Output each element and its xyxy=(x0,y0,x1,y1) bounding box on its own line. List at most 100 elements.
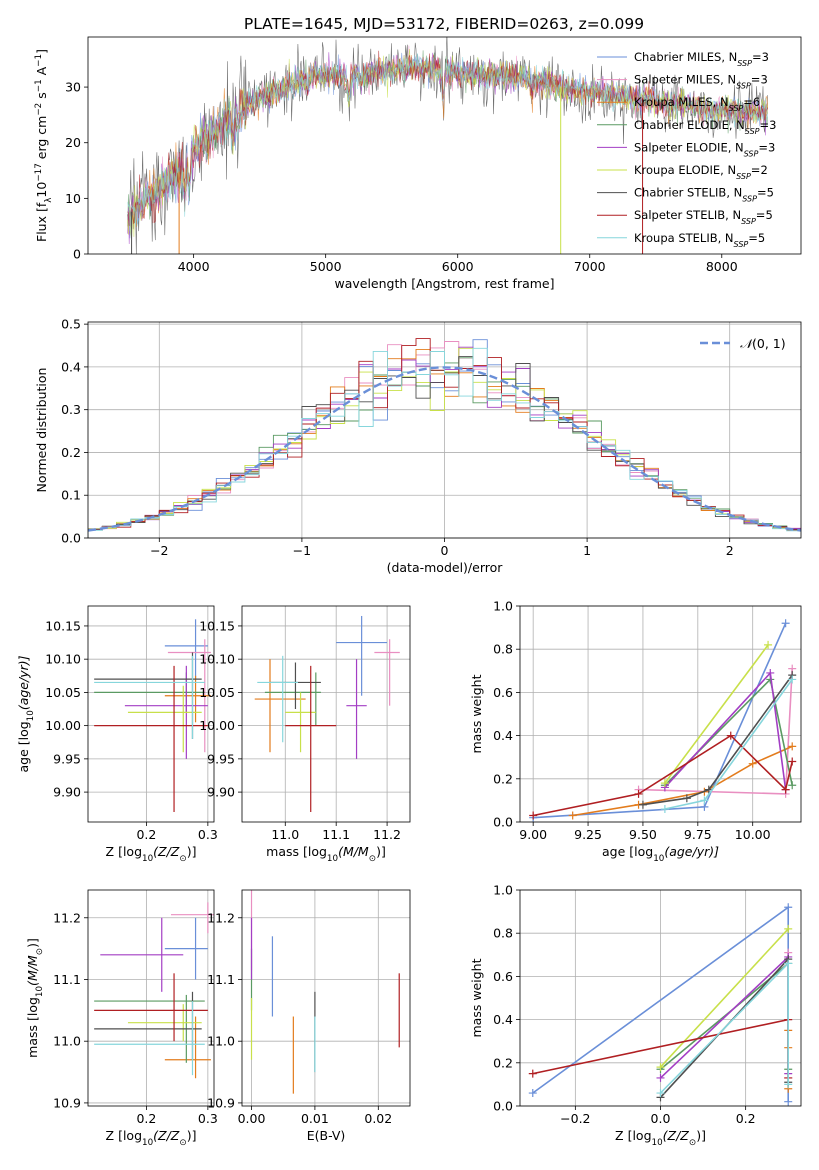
y-tick-label: 11.0 xyxy=(207,1034,235,1049)
y-axis-label: Normed distribution xyxy=(34,368,49,493)
y-tick-label: 10.05 xyxy=(199,685,235,700)
x-tick-label: 5000 xyxy=(310,259,342,274)
weight-point-marker xyxy=(528,1089,537,1098)
weight-point-marker xyxy=(682,794,691,803)
y-axis-label: Flux [fλ10−17 erg cm−2 s−1 A−1] xyxy=(34,49,54,242)
plot-area-spectrum xyxy=(127,37,768,254)
panel-age_vs_mass: 11.0 11.1 11.2 9.90 9.95 10.00 10.05 10.10 10.15… xyxy=(199,605,411,864)
plot-area-age_vs_mass xyxy=(254,615,400,813)
weight-point-marker xyxy=(638,800,647,809)
weight-point-marker xyxy=(634,789,643,798)
axes-frame xyxy=(87,605,215,823)
panel-residuals: −2 −1 0 1 2 0.0 0.1 0.2 0.3 0.4 0.5 (data-model)/er… xyxy=(34,317,802,575)
y-tick-label: 0.6 xyxy=(493,969,513,984)
x-axis-label: (data-model)/error xyxy=(387,560,504,575)
x-tick-label: 1 xyxy=(583,543,591,558)
legend-entry: Salpeter STELIB, NSSP=5 xyxy=(634,208,773,226)
weight-point-marker xyxy=(784,1097,793,1106)
x-tick-label: 0.02 xyxy=(364,1111,392,1126)
histogram-step-series xyxy=(88,347,801,538)
x-axis-label: E(B-V) xyxy=(307,1128,346,1143)
y-tick-label: 10.9 xyxy=(53,1095,81,1110)
y-axis-label: mass weight xyxy=(469,958,484,1037)
weight-point-marker xyxy=(748,759,757,768)
y-tick-label: 10.9 xyxy=(207,1095,235,1110)
y-tick-label: 9.95 xyxy=(53,751,81,766)
y-tick-label: 0.0 xyxy=(61,531,81,546)
weight-line-series xyxy=(659,928,789,1068)
y-tick-label: 30 xyxy=(65,80,81,95)
y-tick-label: 10.10 xyxy=(199,652,235,667)
legend-entry: Kroupa MILES, NSSP=6 xyxy=(634,95,760,113)
panel-mass_vs_Z: 0.2 0.3 10.9 11.0 11.1 11.2 Z [log10(Z/Z⊙)] mas… xyxy=(25,889,218,1148)
weight-point-marker xyxy=(764,640,773,649)
weight-point-marker xyxy=(766,668,775,677)
y-tick-label: 10.10 xyxy=(45,652,81,667)
y-axis-label: age [log10(age/yr)] xyxy=(16,655,36,772)
weight-point-marker xyxy=(660,805,669,814)
y-tick-label: 10.15 xyxy=(45,618,81,633)
legend-entry: Kroupa STELIB, NSSP=5 xyxy=(634,231,765,249)
y-tick-label: 9.90 xyxy=(53,785,81,800)
weight-point-marker xyxy=(528,1069,537,1078)
weight-point-marker xyxy=(656,1089,665,1098)
weight-point-marker xyxy=(656,1063,665,1072)
x-tick-label: 8000 xyxy=(706,259,738,274)
y-tick-label: 0.8 xyxy=(493,926,513,941)
legend-entry: Salpeter MILES, NSSP=3 xyxy=(634,73,768,91)
spectrum-line-kroupa-stelib xyxy=(127,53,768,232)
weight-point-marker xyxy=(529,811,538,820)
spectrum-legend: Chabrier MILES, NSSP=3 Salpeter MILES, NS… xyxy=(597,50,776,248)
panel-spectrum: 4000 5000 6000 7000 8000 0 10 20 30 wavelength [A… xyxy=(34,36,802,291)
panel-mass_vs_ebv: 0.00 0.01 0.02 10.9 11.0 11.1 11.2 E(B-V) xyxy=(207,889,411,1143)
y-tick-label: 1.0 xyxy=(493,883,513,898)
y-tick-label: 0.2 xyxy=(493,1055,513,1070)
weight-point-marker xyxy=(788,742,797,751)
weight-point-marker xyxy=(784,1080,793,1089)
x-tick-label: 0.2 xyxy=(736,1111,756,1126)
y-tick-label: 0.4 xyxy=(61,359,81,374)
y-tick-label: 11.1 xyxy=(53,972,81,987)
y-tick-label: 10 xyxy=(65,191,81,206)
x-tick-label: 4000 xyxy=(178,259,210,274)
x-tick-label: −2 xyxy=(150,543,168,558)
plot-area-mass_weight_vs_age xyxy=(529,619,797,822)
weight-point-marker xyxy=(660,779,669,788)
y-tick-label: 10.05 xyxy=(45,685,81,700)
y-tick-label: 0.6 xyxy=(493,685,513,700)
weight-point-marker xyxy=(788,757,797,766)
x-tick-label: 10.00 xyxy=(735,827,771,842)
x-axis-label: Z [log10(Z/Z⊙)] xyxy=(106,844,197,864)
y-tick-label: 0.4 xyxy=(493,728,513,743)
y-tick-label: 0.4 xyxy=(493,1012,513,1027)
weight-point-marker xyxy=(656,1073,665,1082)
panel-mass_weight_vs_Z: −0.2 0.0 0.2 0.0 0.2 0.4 0.6 0.8 1.0 Z [log10(Z/Z… xyxy=(469,883,802,1148)
x-tick-label: 0.01 xyxy=(301,1111,329,1126)
plot-area-mass_vs_Z xyxy=(94,902,214,1079)
x-axis-label: Z [log10(Z/Z⊙)] xyxy=(615,1128,706,1148)
y-tick-label: 0.0 xyxy=(493,1099,513,1114)
x-tick-label: 0 xyxy=(441,543,449,558)
x-tick-label: −1 xyxy=(293,543,311,558)
legend-entry: Kroupa ELODIE, NSSP=2 xyxy=(634,163,768,181)
y-tick-label: 0.0 xyxy=(493,815,513,830)
weight-point-marker xyxy=(784,903,793,912)
x-axis-label: wavelength [Angstrom, rest frame] xyxy=(334,276,554,291)
y-tick-label: 0.2 xyxy=(493,771,513,786)
spectrum-line-salpeter-elodie xyxy=(127,52,768,245)
x-tick-label: 0.2 xyxy=(136,827,156,842)
x-tick-label: 0.3 xyxy=(198,827,218,842)
y-tick-label: 0.2 xyxy=(61,445,81,460)
axes-frame xyxy=(241,605,411,823)
x-tick-label: 2 xyxy=(726,543,734,558)
x-axis-label: Z [log10(Z/Z⊙)] xyxy=(106,1128,197,1148)
y-tick-label: 11.2 xyxy=(207,910,235,925)
weight-point-marker xyxy=(784,959,793,968)
x-tick-label: 0.3 xyxy=(198,1111,218,1126)
y-tick-label: 20 xyxy=(65,135,81,150)
weight-point-marker xyxy=(788,781,797,790)
y-tick-label: 11.1 xyxy=(207,972,235,987)
gaussian-reference-curve xyxy=(88,366,801,532)
